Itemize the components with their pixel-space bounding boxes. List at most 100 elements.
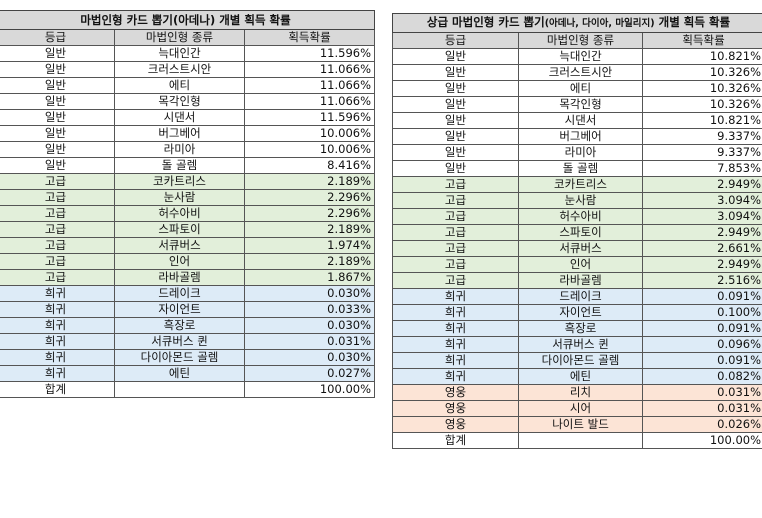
probability-cell: 11.596% bbox=[243, 109, 376, 126]
probability-cell: 0.026% bbox=[641, 416, 762, 433]
probability-cell: 0.082% bbox=[641, 368, 762, 385]
probability-cell: 9.337% bbox=[641, 128, 762, 145]
doll-name-cell: 라미아 bbox=[114, 141, 245, 158]
grade-cell: 일반 bbox=[0, 45, 115, 62]
probability-cell: 0.030% bbox=[243, 349, 376, 366]
doll-name-cell bbox=[114, 381, 245, 398]
grade-cell: 일반 bbox=[392, 144, 519, 161]
grade-cell: 일반 bbox=[392, 80, 519, 97]
table-row: 일반 에티 11.066% bbox=[0, 77, 376, 94]
table-row: 일반 늑대인간 10.821% bbox=[392, 48, 762, 65]
header-grade: 등급 bbox=[0, 29, 115, 46]
table-row: 영웅 나이트 발드 0.026% bbox=[392, 416, 762, 433]
probability-cell: 0.027% bbox=[243, 365, 376, 382]
probability-cell: 2.949% bbox=[641, 176, 762, 193]
grade-cell: 고급 bbox=[392, 208, 519, 225]
probability-cell: 10.326% bbox=[641, 80, 762, 97]
doll-name-cell: 에티 bbox=[518, 80, 643, 97]
probability-cell: 0.091% bbox=[641, 352, 762, 369]
doll-name-cell: 스파토이 bbox=[114, 221, 245, 238]
doll-name-cell: 서큐버스 퀸 bbox=[114, 333, 245, 350]
grade-cell: 희귀 bbox=[0, 285, 115, 302]
total-row: 합계 100.00% bbox=[0, 381, 376, 398]
probability-cell: 10.006% bbox=[243, 141, 376, 158]
grade-cell: 일반 bbox=[0, 77, 115, 94]
doll-name-cell: 나이트 발드 bbox=[518, 416, 643, 433]
probability-cell: 2.189% bbox=[243, 221, 376, 238]
table-row: 고급 스파토이 2.949% bbox=[392, 224, 762, 241]
doll-name-cell: 다이아몬드 골렘 bbox=[114, 349, 245, 366]
table-row: 일반 크러스트시안 10.326% bbox=[392, 64, 762, 81]
probability-cell: 10.821% bbox=[641, 48, 762, 65]
table-row: 일반 라미아 9.337% bbox=[392, 144, 762, 161]
doll-name-cell: 스파토이 bbox=[518, 224, 643, 241]
table-row: 고급 코카트리스 2.189% bbox=[0, 173, 376, 190]
table-row: 희귀 에틴 0.082% bbox=[392, 368, 762, 385]
doll-name-cell: 서큐버스 bbox=[114, 237, 245, 254]
total-row: 합계 100.00% bbox=[392, 432, 762, 449]
grade-cell: 고급 bbox=[392, 256, 519, 273]
probability-cell: 11.066% bbox=[243, 61, 376, 78]
table-header-row: 등급 마법인형 종류 획득확률 bbox=[392, 32, 762, 49]
probability-cell: 0.030% bbox=[243, 285, 376, 302]
grade-cell: 영웅 bbox=[392, 416, 519, 433]
doll-name-cell: 자이언트 bbox=[518, 304, 643, 321]
table-row: 일반 시댄서 10.821% bbox=[392, 112, 762, 129]
probability-cell: 10.326% bbox=[641, 64, 762, 81]
grade-cell: 희귀 bbox=[392, 288, 519, 305]
table-row: 희귀 흑장로 0.030% bbox=[0, 317, 376, 334]
doll-name-cell: 시어 bbox=[518, 400, 643, 417]
probability-cell: 2.189% bbox=[243, 173, 376, 190]
probability-cell: 7.853% bbox=[641, 160, 762, 177]
table-row: 희귀 자이언트 0.033% bbox=[0, 301, 376, 318]
doll-name-cell: 인어 bbox=[114, 253, 245, 270]
doll-name-cell: 목각인형 bbox=[114, 93, 245, 110]
doll-name-cell: 에틴 bbox=[518, 368, 643, 385]
table-row: 일반 돌 골렘 8.416% bbox=[0, 157, 376, 174]
doll-name-cell: 크러스트시안 bbox=[114, 61, 245, 78]
table-row: 고급 스파토이 2.189% bbox=[0, 221, 376, 238]
probability-cell: 2.949% bbox=[641, 256, 762, 273]
table-row: 고급 눈사람 2.296% bbox=[0, 189, 376, 206]
table-title-end: 개별 획득 확률 bbox=[654, 15, 731, 29]
probability-cell: 11.066% bbox=[243, 93, 376, 110]
probability-cell: 0.091% bbox=[641, 288, 762, 305]
grade-cell: 희귀 bbox=[0, 349, 115, 366]
grade-cell: 희귀 bbox=[0, 301, 115, 318]
probability-cell: 2.661% bbox=[641, 240, 762, 257]
probability-cell: 3.094% bbox=[641, 192, 762, 209]
probability-cell: 2.516% bbox=[641, 272, 762, 289]
grade-cell: 일반 bbox=[0, 109, 115, 126]
table-row: 희귀 서큐버스 퀸 0.031% bbox=[0, 333, 376, 350]
header-grade: 등급 bbox=[392, 32, 519, 49]
table-row: 일반 목각인형 11.066% bbox=[0, 93, 376, 110]
grade-cell: 합계 bbox=[0, 381, 115, 398]
probability-cell: 0.031% bbox=[641, 400, 762, 417]
grade-cell: 고급 bbox=[0, 189, 115, 206]
table-row: 고급 서큐버스 1.974% bbox=[0, 237, 376, 254]
probability-cell: 2.296% bbox=[243, 189, 376, 206]
probability-cell: 10.006% bbox=[243, 125, 376, 142]
probability-cell: 11.066% bbox=[243, 77, 376, 94]
header-doll-type: 마법인형 종류 bbox=[518, 32, 643, 49]
doll-name-cell: 다이아몬드 골렘 bbox=[518, 352, 643, 369]
doll-name-cell: 눈사람 bbox=[518, 192, 643, 209]
probability-cell: 1.974% bbox=[243, 237, 376, 254]
header-probability: 획득확률 bbox=[641, 32, 762, 49]
doll-name-cell: 시댄서 bbox=[114, 109, 245, 126]
grade-cell: 일반 bbox=[0, 157, 115, 174]
probability-cell: 100.00% bbox=[641, 432, 762, 449]
probability-cell: 10.326% bbox=[641, 96, 762, 113]
grade-cell: 희귀 bbox=[392, 352, 519, 369]
probability-cell: 11.596% bbox=[243, 45, 376, 62]
probability-cell: 0.030% bbox=[243, 317, 376, 334]
probability-cell: 0.096% bbox=[641, 336, 762, 353]
doll-name-cell: 서큐버스 퀸 bbox=[518, 336, 643, 353]
table-title-main: 상급 마법인형 카드 뽑기 bbox=[426, 15, 545, 29]
doll-name-cell: 인어 bbox=[518, 256, 643, 273]
premium-card-probability-table: 상급 마법인형 카드 뽑기(아데나, 다이아, 마일리지) 개별 획득 확률 등… bbox=[391, 13, 762, 449]
doll-name-cell: 크러스트시안 bbox=[518, 64, 643, 81]
grade-cell: 고급 bbox=[392, 272, 519, 289]
table-row: 영웅 리치 0.031% bbox=[392, 384, 762, 401]
header-probability: 획득확률 bbox=[243, 29, 376, 46]
